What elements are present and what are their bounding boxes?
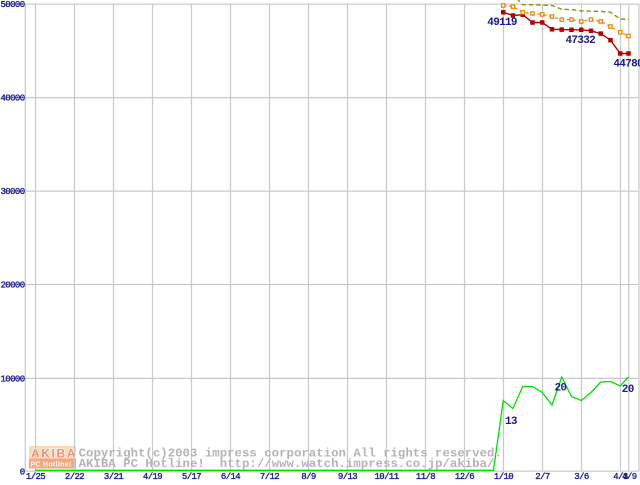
svg-text:20: 20 (622, 384, 634, 396)
svg-text:4/3: 4/3 (613, 472, 628, 480)
svg-text:12/6: 12/6 (455, 472, 474, 480)
svg-text:9/13: 9/13 (338, 472, 357, 480)
svg-text:2/7: 2/7 (535, 472, 550, 480)
svg-text:20: 20 (555, 383, 567, 395)
svg-text:PC Hotline!: PC Hotline! (31, 462, 72, 469)
svg-text:7/12: 7/12 (260, 472, 279, 480)
svg-text:4/19: 4/19 (143, 472, 162, 480)
svg-text:3/21: 3/21 (104, 472, 123, 480)
svg-text:4/9: 4/9 (622, 472, 637, 480)
svg-text:20000: 20000 (1, 280, 25, 290)
svg-text:10/11: 10/11 (374, 472, 398, 480)
svg-text:49119: 49119 (487, 17, 517, 29)
svg-text:AKIBA: AKIBA (31, 447, 77, 461)
svg-text:47332: 47332 (566, 35, 596, 47)
svg-text:30000: 30000 (1, 187, 25, 197)
svg-text:10000: 10000 (1, 374, 25, 384)
svg-text:3/6: 3/6 (574, 472, 589, 480)
svg-text:1/10: 1/10 (494, 472, 513, 480)
svg-text:11/8: 11/8 (416, 472, 435, 480)
svg-text:Copyright(c)2003 impress corpo: Copyright(c)2003 impress corporation All… (79, 446, 502, 460)
svg-text:AKIBA PC Hotline! http://www.: AKIBA PC Hotline! http://www.watch.impre… (79, 457, 495, 471)
svg-text:8/9: 8/9 (301, 472, 316, 480)
svg-text:40000: 40000 (1, 94, 25, 104)
svg-text:50000: 50000 (1, 0, 25, 10)
svg-text:13: 13 (505, 416, 518, 428)
svg-text:2/22: 2/22 (65, 472, 84, 480)
svg-text:0: 0 (20, 467, 25, 477)
svg-text:6/14: 6/14 (221, 472, 240, 480)
svg-text:44780: 44780 (613, 59, 640, 71)
svg-text:1/25: 1/25 (26, 472, 45, 480)
svg-text:5/17: 5/17 (182, 472, 201, 480)
